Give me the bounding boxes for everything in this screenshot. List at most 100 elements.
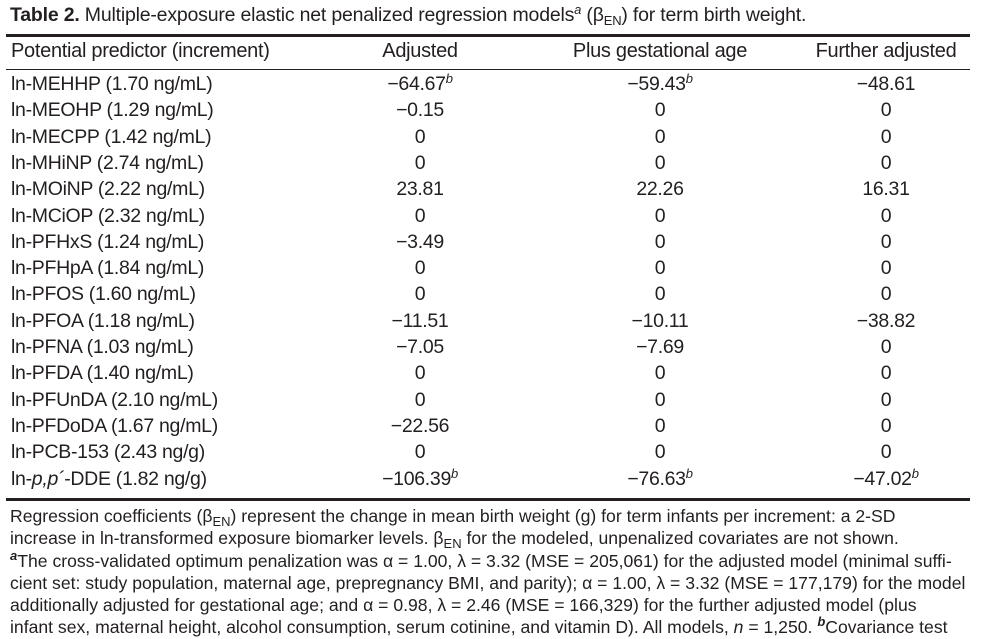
table-row: ln-MHiNP (2.74 ng/mL) 0 0 0 — [0, 152, 993, 178]
table-row: ln-p,p´-DDE (1.82 ng/g) −106.39b −76.63b −4… — [0, 465, 993, 494]
adjusted-cell: −64.67b — [387, 71, 453, 95]
header-adjusted: Adjusted — [382, 40, 458, 62]
footnote-a-mark: a — [10, 547, 18, 563]
further-cell: 0 — [880, 230, 892, 253]
header-gestational: Plus gestational age — [572, 40, 748, 62]
predictor-cell: ln-p,p´-DDE (1.82 ng/g) — [11, 467, 207, 490]
further-cell: 0 — [880, 362, 892, 385]
gestational-cell: −59.43b — [627, 71, 693, 95]
gestational-cell: −76.63b — [627, 465, 693, 490]
further-cell: 0 — [880, 388, 892, 411]
header-rule — [6, 69, 970, 71]
gestational-cell: 22.26 — [636, 178, 684, 201]
predictor-cell: ln-MEOHP (1.29 ng/mL) — [11, 99, 214, 122]
adjusted-cell: 0 — [414, 151, 426, 174]
adjusted-cell: −11.51 — [391, 309, 449, 332]
adjusted-cell: 0 — [414, 257, 426, 280]
table-row: ln-PFHxS (1.24 ng/mL) −3.49 0 0 — [0, 231, 993, 257]
caption-beta-subscript: EN — [603, 13, 622, 28]
further-cell: 0 — [880, 99, 892, 122]
predictor-cell: ln-PFUnDA (2.10 ng/mL) — [11, 388, 218, 411]
further-cell: 0 — [880, 125, 892, 148]
adjusted-cell: 0 — [414, 125, 426, 148]
adjusted-cell: 0 — [414, 362, 426, 385]
caption-footnote-mark: a — [574, 2, 582, 17]
gestational-cell: 0 — [654, 230, 666, 253]
adjusted-cell: 0 — [414, 388, 426, 411]
predictor-cell: ln-PFNA (1.03 ng/mL) — [11, 336, 194, 358]
adjusted-cell: −7.05 — [396, 336, 444, 358]
further-cell: 0 — [880, 441, 892, 464]
further-cell: 0 — [880, 151, 892, 174]
footnote-a: aThe cross-validated optimum penalizatio… — [10, 547, 952, 571]
further-cell: −47.02b — [853, 465, 919, 490]
predictor-cell: ln-MOiNP (2.22 ng/mL) — [11, 178, 205, 201]
top-rule — [6, 34, 970, 37]
table-row: ln-MCiOP (2.32 ng/mL) 0 0 0 — [0, 205, 993, 231]
predictor-cell: ln-MECPP (1.42 ng/mL) — [11, 125, 212, 148]
table-label: Table 2. — [10, 4, 80, 26]
adjusted-cell: −0.15 — [396, 99, 444, 122]
caption-suffix: ) for term birth weight. — [621, 4, 807, 26]
further-cell: 16.31 — [862, 178, 910, 201]
predictor-cell: ln-PFOA (1.18 ng/mL) — [11, 309, 195, 332]
adjusted-cell: −3.49 — [396, 230, 444, 253]
adjusted-cell: 0 — [414, 204, 426, 227]
gestational-cell: −7.69 — [636, 336, 684, 358]
predictor-cell: ln-PFDoDA (1.67 ng/mL) — [11, 414, 218, 437]
gestational-cell: 0 — [654, 388, 666, 411]
header-further: Further adjusted — [815, 40, 957, 62]
predictor-cell: ln-MCiOP (2.32 ng/mL) — [11, 204, 205, 227]
further-cell: 0 — [880, 257, 892, 280]
gestational-cell: 0 — [654, 441, 666, 464]
predictor-cell: ln-PFHpA (1.84 ng/mL) — [11, 257, 205, 280]
table-row: ln-MOiNP (2.22 ng/mL) 23.81 22.26 16.31 — [0, 178, 993, 204]
predictor-cell: ln-MHiNP (2.74 ng/mL) — [11, 151, 204, 174]
gestational-cell: 0 — [654, 257, 666, 280]
table-row: ln-PFDA (1.40 ng/mL) 0 0 0 — [0, 362, 993, 388]
adjusted-cell: 0 — [414, 441, 426, 464]
table-row: ln-PCB-153 (2.43 ng/g) 0 0 0 — [0, 441, 993, 467]
further-cell: 0 — [880, 204, 892, 227]
gestational-cell: 0 — [654, 151, 666, 174]
table-row: ln-MEOHP (1.29 ng/mL) −0.15 0 0 — [0, 99, 993, 125]
caption-beta: (β — [586, 4, 604, 26]
predictor-cell: ln-PFHxS (1.24 ng/mL) — [11, 230, 205, 253]
further-cell: 0 — [880, 283, 892, 306]
further-cell: −38.82 — [856, 309, 916, 332]
footnote-line: Regression coefficients (βEN) represent … — [10, 506, 896, 529]
gestational-cell: 0 — [654, 99, 666, 122]
footnote-b-mark: b — [817, 614, 826, 630]
table-row: ln-MEHHP (1.70 ng/mL) −64.67b −59.43b −48.6… — [0, 71, 993, 99]
further-cell: −48.61 — [856, 73, 916, 95]
footnote-line: additionally adjusted for gestational ag… — [10, 595, 917, 616]
table-caption: Table 2. Multiple-exposure elastic net p… — [10, 2, 807, 28]
gestational-cell: 0 — [654, 283, 666, 306]
gestational-cell: 0 — [654, 362, 666, 385]
bottom-rule — [6, 498, 970, 501]
footnote-line: increase in ln-transformed exposure biom… — [10, 528, 899, 552]
table-row: ln-MECPP (1.42 ng/mL) 0 0 0 — [0, 126, 993, 152]
further-cell: 0 — [880, 336, 892, 358]
gestational-cell: 0 — [654, 204, 666, 227]
header-predictor: Potential predictor (increment) — [11, 40, 270, 62]
gestational-cell: 0 — [654, 125, 666, 148]
table-row: ln-PFHpA (1.84 ng/mL) 0 0 0 — [0, 257, 993, 283]
footnote-line: cient set: study population, maternal ag… — [10, 572, 966, 593]
predictor-cell: ln-PFDA (1.40 ng/mL) — [11, 362, 194, 385]
caption-text: Multiple-exposure elastic net penalized … — [84, 4, 575, 26]
table-footnotes: Regression coefficients (βEN) represent … — [10, 505, 970, 639]
predictor-cell: ln-PFOS (1.60 ng/mL) — [11, 283, 196, 306]
further-cell: 0 — [880, 414, 892, 437]
adjusted-cell: −106.39b — [382, 465, 458, 490]
table-row: ln-PFOS (1.60 ng/mL) 0 0 0 — [0, 283, 993, 309]
table-row: ln-PFDoDA (1.67 ng/mL) −22.56 0 0 — [0, 415, 993, 441]
adjusted-cell: −22.56 — [390, 414, 450, 437]
table-row: ln-PFNA (1.03 ng/mL) −7.05 −7.69 0 — [0, 336, 993, 362]
gestational-cell: −10.11 — [631, 309, 689, 332]
gestational-cell: 0 — [654, 414, 666, 437]
table-row: ln-PFUnDA (2.10 ng/mL) 0 0 0 — [0, 389, 993, 415]
footnote-line: infant sex, maternal height, alcohol con… — [10, 614, 948, 638]
adjusted-cell: 23.81 — [396, 178, 444, 201]
table-row: ln-PFOA (1.18 ng/mL) −11.51 −10.11 −38.82 — [0, 310, 993, 336]
